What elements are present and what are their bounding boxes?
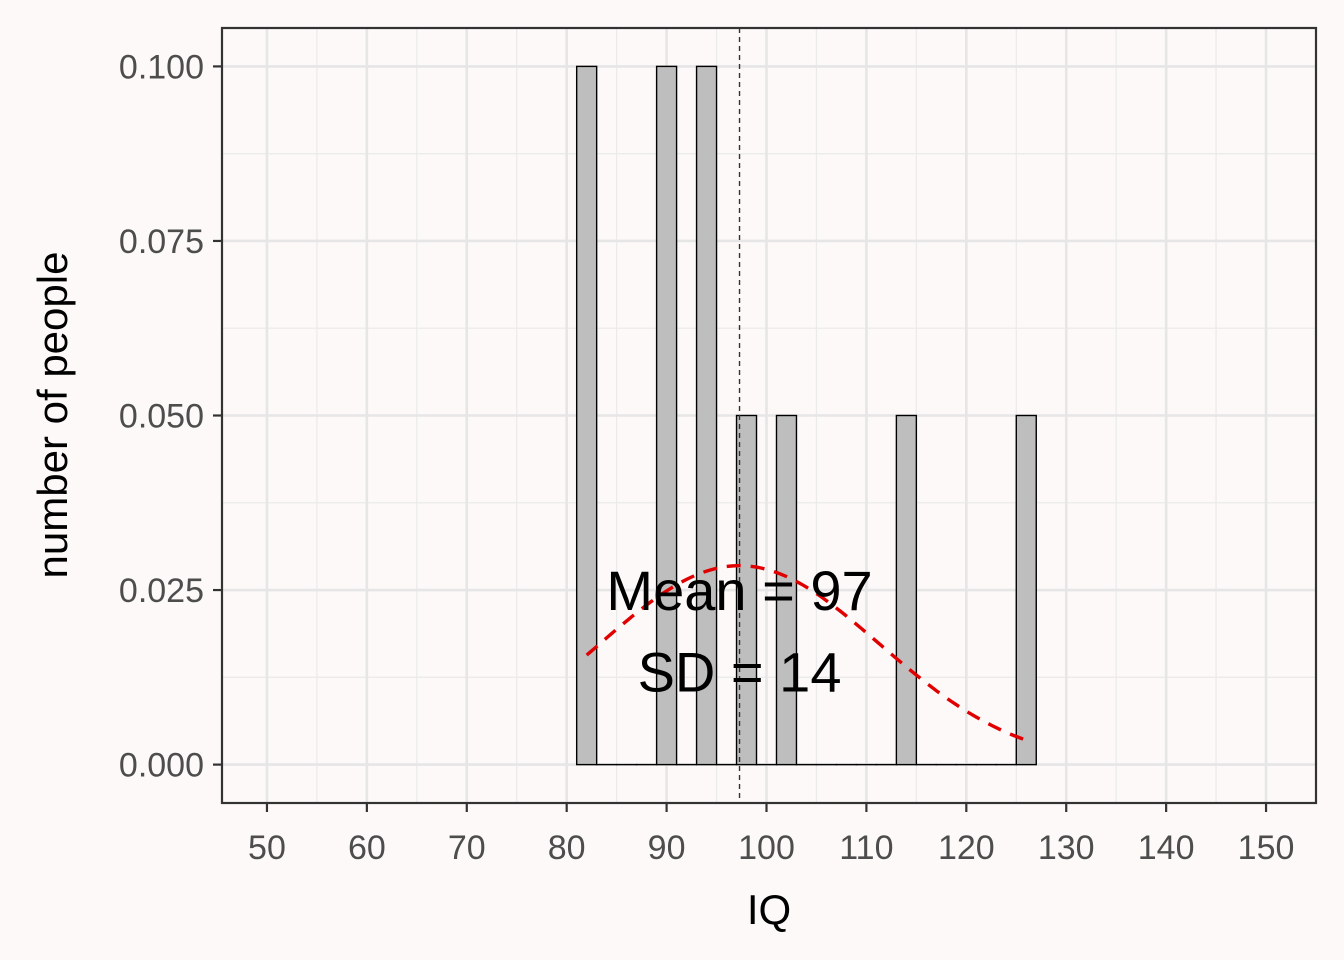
x-tick-label: 130 — [1038, 829, 1095, 867]
x-tick-label: 70 — [448, 829, 486, 867]
histogram-bar — [735, 414, 758, 766]
y-axis-ticks: 0.000 0.025 0.050 0.075 0.100 — [119, 48, 222, 785]
y-tick-label: 0.100 — [119, 48, 204, 86]
normal-curve-group — [585, 564, 1027, 742]
annotation-label: Mean = 97 — [606, 559, 872, 622]
histogram-bar — [575, 65, 598, 766]
y-axis-title: number of people — [29, 252, 76, 579]
histogram-bars — [575, 65, 1037, 766]
y-tick-label: 0.075 — [119, 223, 204, 261]
histogram-bar — [895, 414, 918, 766]
x-tick-label: 120 — [938, 829, 995, 867]
normal-curve — [585, 564, 1027, 742]
x-tick-label: 110 — [839, 829, 893, 867]
annotation-label: SD = 14 — [638, 641, 842, 704]
annotations: Mean = 97 SD = 14 — [606, 559, 872, 704]
x-axis-title: IQ — [747, 886, 791, 933]
y-tick-label: 0.050 — [119, 398, 204, 436]
x-tick-label: 50 — [248, 829, 286, 867]
x-tick-label: 90 — [648, 829, 686, 867]
histogram-bar — [775, 414, 798, 766]
histogram-bar — [1015, 414, 1037, 766]
x-tick-label: 60 — [348, 829, 386, 867]
x-tick-label: 80 — [548, 829, 586, 867]
y-tick-label: 0.000 — [119, 747, 204, 785]
histogram-bar — [695, 65, 718, 766]
x-tick-label: 150 — [1238, 829, 1295, 867]
y-tick-label: 0.025 — [119, 572, 204, 610]
x-tick-label: 140 — [1138, 829, 1195, 867]
histogram-bar — [655, 65, 678, 766]
x-axis-ticks: 50 60 70 80 90 100 110 120 130 140 150 — [248, 803, 1294, 867]
x-tick-label: 100 — [738, 829, 795, 867]
